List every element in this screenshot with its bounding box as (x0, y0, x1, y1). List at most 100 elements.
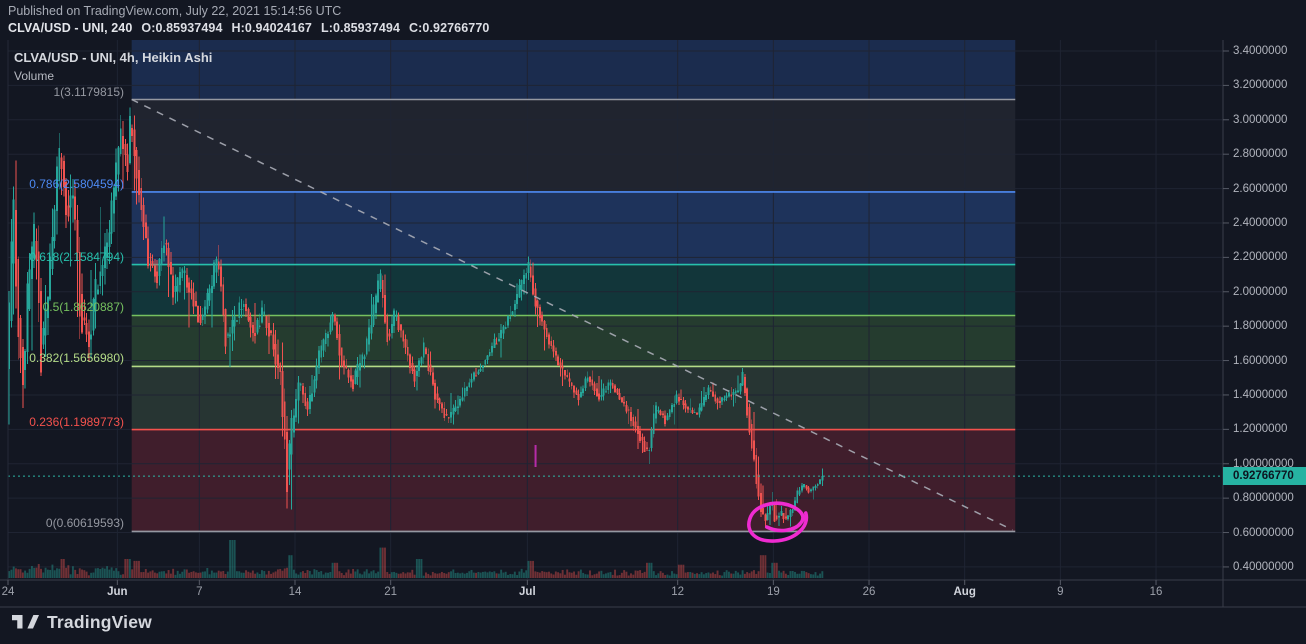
volume-bar (625, 571, 628, 578)
candle-body (814, 486, 817, 489)
candle-body (190, 288, 193, 294)
open-value: O:0.85937494 (141, 21, 223, 35)
volume-bar (684, 572, 687, 578)
candle-body (543, 321, 546, 330)
candle-body (390, 323, 393, 333)
candle-body (634, 421, 637, 428)
candle-body (165, 242, 168, 245)
volume-bar (468, 571, 471, 578)
candle-body (511, 311, 514, 316)
volume-bar (686, 572, 689, 578)
candle-body (261, 307, 263, 323)
volume-bar (741, 570, 744, 578)
volume-bar (491, 572, 493, 578)
candle-body (509, 316, 512, 320)
candle-body (174, 285, 177, 292)
candle-body (58, 148, 61, 182)
candle-body (536, 300, 539, 308)
volume-bar (582, 572, 585, 578)
volume-bar (548, 571, 550, 578)
candle-body (251, 325, 254, 334)
candle-body (393, 310, 396, 326)
price-axis-label: 1.2000000 (1233, 423, 1288, 436)
candle-body (69, 195, 72, 208)
candle-body (668, 409, 671, 418)
volume-bar (800, 570, 803, 578)
candle-body (750, 424, 753, 449)
close-value: C:0.92766770 (409, 21, 490, 35)
volume-bar (110, 567, 113, 578)
volume-bar (618, 575, 621, 578)
candle-body (99, 271, 102, 287)
volume-bar (206, 567, 209, 578)
volume-bar (459, 573, 462, 578)
candle-body (425, 348, 427, 355)
tradingview-logo-icon (12, 615, 39, 629)
chart-legend-title[interactable]: CLVA/USD - UNI, 4h, Heikin Ashi (14, 50, 213, 65)
candle-body (625, 404, 628, 412)
candle-body (607, 382, 610, 390)
volume-bar (504, 571, 507, 578)
volume-bar (511, 574, 514, 578)
candle-body (595, 388, 598, 397)
candle-body (299, 383, 302, 386)
volume-bar (803, 571, 806, 578)
candle-body (395, 315, 398, 317)
volume-bar (666, 574, 669, 578)
volume-bar (286, 567, 288, 578)
volume-bar (331, 562, 334, 578)
published-line: Published on TradingView.com, July 22, 2… (8, 4, 342, 18)
volume-bar (775, 562, 778, 578)
volume-bar (714, 574, 717, 578)
candle-body (8, 302, 11, 370)
candle-body (502, 326, 505, 334)
candle-body (686, 407, 689, 410)
tradingview-logo[interactable]: TradingView (12, 612, 152, 633)
candle-body (126, 154, 129, 173)
candle-body (472, 372, 475, 380)
volume-bar (411, 569, 414, 578)
candle-body (208, 288, 211, 301)
candle-body (306, 401, 309, 410)
candle-body (40, 291, 42, 373)
candle-body (675, 394, 678, 403)
volume-bar (798, 573, 801, 578)
candle-body (51, 237, 54, 270)
volume-bar (267, 570, 270, 578)
candle-body (226, 334, 229, 336)
volume-indicator-label[interactable]: Volume (14, 69, 55, 83)
candle-body (160, 247, 163, 265)
candle-body (199, 314, 202, 323)
volume-bar (172, 568, 175, 578)
candle-body (522, 275, 525, 285)
volume-bar (488, 571, 491, 578)
volume-bar (570, 572, 573, 578)
candle-body (336, 321, 339, 339)
candle-body (764, 514, 767, 522)
volume-bar (563, 574, 566, 578)
candle-body (746, 388, 749, 416)
volume-bar (429, 575, 432, 578)
candle-body (242, 304, 245, 308)
volume-bar (445, 573, 448, 578)
volume-bar (313, 569, 316, 578)
volume-bar (782, 570, 785, 578)
volume-bar (133, 560, 136, 578)
volume-bar (554, 571, 557, 578)
volume-bar (247, 571, 250, 578)
candle-body (707, 387, 710, 396)
candle-body (265, 315, 268, 328)
candle-body (762, 508, 765, 515)
volume-bar (101, 567, 104, 578)
candle-body (591, 379, 594, 386)
volume-bar (119, 574, 122, 578)
volume-bar (258, 573, 261, 578)
volume-bar (384, 547, 386, 578)
candle-body (657, 410, 660, 412)
candle-body (138, 170, 140, 196)
candle-body (247, 308, 250, 321)
volume-bar (425, 572, 427, 578)
volume-bar (169, 573, 172, 578)
